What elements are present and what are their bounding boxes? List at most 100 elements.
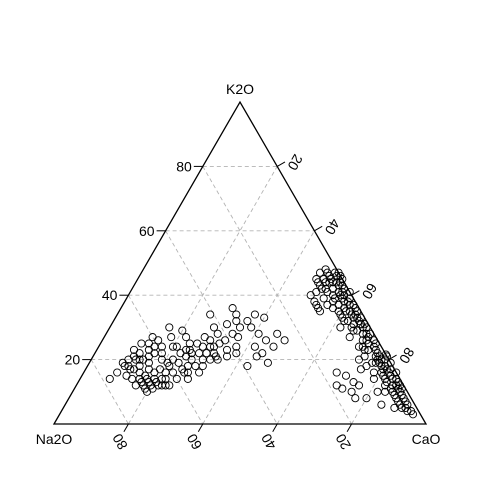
- grid-line-na2o: [128, 294, 204, 425]
- grid-line-na2o: [90, 359, 129, 425]
- data-point: [334, 268, 343, 277]
- data-point: [306, 291, 315, 300]
- tick-label-na2o: 60: [183, 431, 205, 453]
- tick-mark-cao: [276, 161, 286, 167]
- data-point: [213, 355, 222, 364]
- tick-label-na2o: 80: [109, 431, 131, 453]
- data-point: [157, 349, 166, 358]
- tick-label-k2o: 20: [65, 352, 81, 368]
- data-point: [209, 349, 219, 358]
- data-point: [345, 287, 354, 297]
- data-point: [135, 368, 144, 377]
- data-point: [234, 333, 243, 342]
- data-point: [157, 374, 166, 383]
- data-point: [182, 333, 191, 342]
- data-point: [168, 342, 178, 351]
- data-point: [373, 387, 382, 396]
- data-point: [191, 361, 200, 371]
- vertex-label-left: Na2O: [36, 431, 73, 447]
- data-point: [403, 400, 412, 409]
- data-point: [382, 352, 391, 361]
- data-point: [168, 355, 178, 364]
- data-point: [336, 323, 345, 332]
- data-point: [330, 268, 339, 277]
- data-point: [222, 345, 232, 354]
- data-point: [347, 387, 356, 396]
- data-point: [232, 310, 241, 319]
- data-point: [105, 374, 114, 383]
- data-point: [325, 278, 334, 287]
- tick-label-cao: 80: [396, 345, 418, 367]
- data-point: [161, 374, 170, 383]
- grid-line-cao: [351, 359, 390, 425]
- data-point: [206, 310, 215, 319]
- data-point: [193, 339, 202, 348]
- grid-line-cao: [276, 294, 352, 425]
- tick-mark-cao: [314, 225, 323, 232]
- data-point: [150, 342, 159, 351]
- grid-line-na2o: [165, 230, 278, 425]
- data-point: [392, 374, 401, 383]
- data-point: [250, 310, 259, 319]
- data-point: [232, 316, 241, 326]
- tick-mark-na2o: [272, 423, 278, 433]
- data-point: [354, 342, 364, 351]
- data-point: [254, 329, 263, 338]
- tick-label-na2o: 20: [332, 431, 354, 453]
- tick-label-k2o: 40: [102, 287, 118, 303]
- data-point: [371, 358, 380, 367]
- data-point: [356, 365, 365, 374]
- data-point: [273, 329, 282, 338]
- vertex-label-top: K2O: [226, 81, 254, 97]
- tick-mark-na2o: [197, 423, 204, 433]
- data-point: [165, 323, 174, 332]
- data-point: [261, 336, 271, 345]
- data-point: [349, 326, 358, 335]
- data-point: [369, 374, 378, 383]
- data-point: [362, 336, 371, 345]
- data-point: [161, 381, 170, 390]
- axis-ticks: 20 40 60 80 20 40 60 80 80 60 40 20: [65, 152, 418, 453]
- data-point: [351, 394, 360, 403]
- vertex-label-right: CaO: [412, 431, 441, 447]
- data-point: [206, 342, 215, 351]
- data-point: [129, 345, 139, 354]
- data-point: [381, 381, 390, 390]
- data-point: [243, 316, 252, 326]
- data-point: [334, 300, 343, 309]
- data-point: [120, 361, 129, 371]
- data-point: [137, 339, 146, 348]
- grid-line-cao: [202, 230, 315, 425]
- data-point: [340, 316, 349, 326]
- data-point: [366, 329, 375, 338]
- data-point: [386, 358, 395, 367]
- data-point: [222, 320, 232, 329]
- data-point: [381, 350, 390, 359]
- data-point: [269, 342, 278, 351]
- data-point: [206, 336, 215, 345]
- data-point: [235, 323, 245, 332]
- tick-label-cao: 60: [359, 280, 381, 302]
- data-point: [195, 349, 204, 358]
- data-point: [332, 368, 341, 377]
- data-point: [345, 333, 354, 342]
- data-point: [371, 339, 380, 348]
- data-point: [195, 368, 204, 377]
- data-point: [392, 368, 401, 377]
- data-point: [215, 339, 224, 348]
- data-point: [228, 329, 237, 338]
- data-point: [167, 333, 176, 342]
- tick-label-cao: 40: [322, 216, 344, 238]
- data-point: [202, 349, 211, 358]
- data-point: [390, 403, 399, 412]
- data-point: [131, 355, 140, 364]
- data-point: [362, 394, 371, 403]
- data-point: [165, 381, 174, 390]
- tick-label-k2o: 80: [176, 158, 192, 174]
- data-point: [183, 361, 192, 371]
- data-point: [113, 368, 122, 377]
- data-point: [252, 352, 261, 361]
- data-point: [360, 352, 369, 361]
- data-point: [369, 368, 378, 377]
- data-point: [250, 342, 259, 351]
